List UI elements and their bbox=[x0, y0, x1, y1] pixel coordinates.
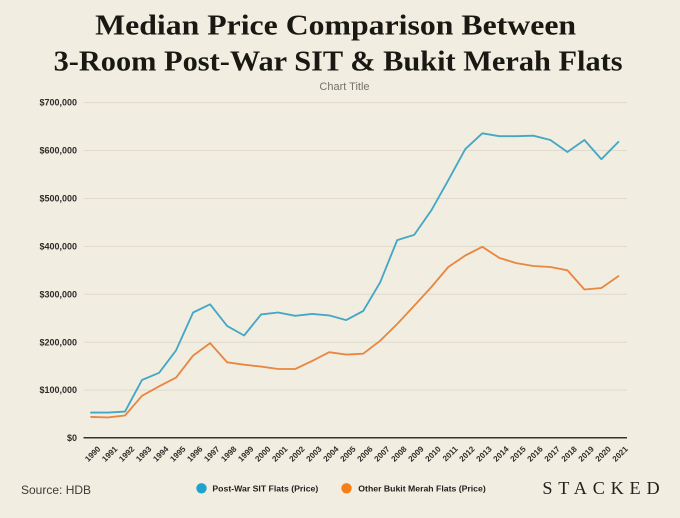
svg-text:STACKED: STACKED bbox=[542, 478, 665, 498]
svg-text:$300,000: $300,000 bbox=[39, 289, 77, 299]
svg-text:Post-War SIT Flats (Price): Post-War SIT Flats (Price) bbox=[212, 483, 318, 493]
svg-text:$200,000: $200,000 bbox=[39, 337, 77, 347]
svg-text:$100,000: $100,000 bbox=[39, 385, 77, 395]
svg-text:Chart Title: Chart Title bbox=[319, 81, 369, 93]
svg-text:$600,000: $600,000 bbox=[39, 146, 77, 156]
svg-text:Median Price Comparison Betwee: Median Price Comparison Between bbox=[95, 9, 576, 41]
svg-text:Other Bukit Merah Flats (Price: Other Bukit Merah Flats (Price) bbox=[358, 483, 486, 493]
svg-text:$0: $0 bbox=[67, 433, 77, 443]
svg-text:Source: HDB: Source: HDB bbox=[21, 483, 91, 497]
svg-text:$400,000: $400,000 bbox=[39, 242, 77, 252]
svg-text:3-Room Post-War SIT & Bukit Me: 3-Room Post-War SIT & Bukit Merah Flats bbox=[54, 46, 623, 78]
svg-text:$700,000: $700,000 bbox=[39, 98, 77, 108]
svg-text:$500,000: $500,000 bbox=[39, 194, 77, 204]
